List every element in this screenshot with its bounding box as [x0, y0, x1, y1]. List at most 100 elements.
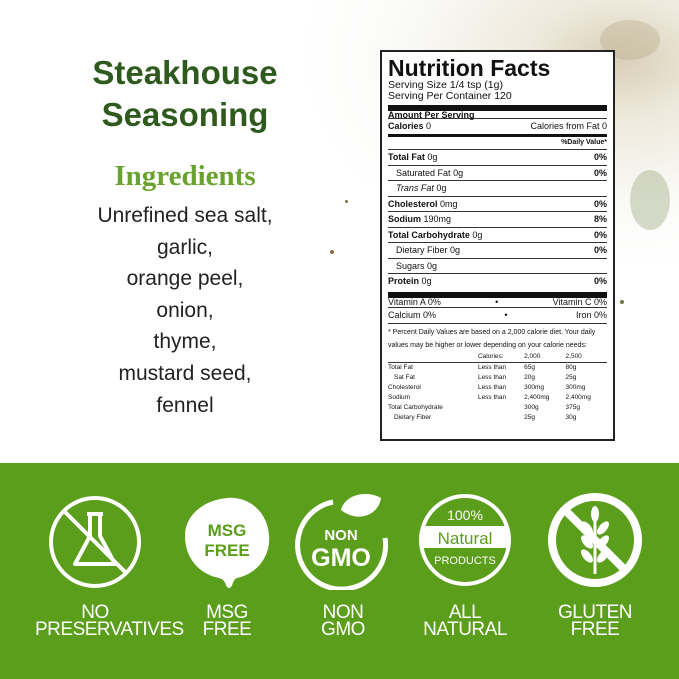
- vitamins-row: Vitamin A 0% • Vitamin C 0%: [388, 291, 607, 308]
- daily-values-cell: Less than: [477, 374, 507, 381]
- serving-size: Serving Size 1/4 tsp (1g): [388, 79, 503, 91]
- daily-values-table: Calories: 2,000 2,500 Total Fat Less than 65g…: [388, 351, 607, 423]
- ingredient-item: mustard seed,: [118, 361, 252, 385]
- daily-values-row: Dietary Fiber 25g 30g: [388, 413, 607, 423]
- nutrient-label: Trans Fat: [396, 183, 434, 194]
- amount-per-serving-row: Amount Per Serving: [388, 105, 607, 120]
- seal-text: FREE: [204, 541, 249, 560]
- ingredient-item: orange peel,: [126, 267, 244, 291]
- nutrient: Dietary Fiber 0g: [396, 245, 460, 255]
- seasoning-speck: [620, 300, 624, 304]
- badge-gluten-free: GLUTEN FREE: [535, 490, 655, 640]
- nutrient-amount: 0g: [421, 276, 432, 287]
- nutrient-label: Sodium: [388, 214, 421, 225]
- daily-values-cell: 2,400mg: [524, 394, 550, 401]
- badge-caption: ALL NATURAL: [405, 603, 525, 640]
- vitamin-a: Vitamin A 0%: [388, 297, 441, 308]
- nutrient-row: Total Fat 0g 0%: [388, 149, 607, 165]
- badge-caption-line: FREE: [570, 619, 620, 640]
- daily-values-cell: Dietary Fiber: [394, 414, 432, 421]
- ingredient-item: Unrefined sea salt,: [97, 204, 273, 227]
- badge-caption-line: NATURAL: [423, 619, 507, 640]
- servings-per-container: Serving Per Container 120: [388, 90, 512, 102]
- badge-caption-line: MSG: [206, 602, 248, 623]
- daily-values-cell: 300g: [524, 404, 539, 411]
- nutrient-row: Dietary Fiber 0g 0%: [388, 242, 607, 258]
- daily-values-cell: 65g: [524, 364, 535, 371]
- daily-values-cell: 300mg: [565, 384, 586, 391]
- nutrient-row: Sugars 0g: [388, 257, 607, 274]
- badge-caption: MSG FREE: [167, 602, 287, 640]
- ingredient-item: thyme,: [153, 330, 217, 354]
- calories-label: Calories: [388, 121, 424, 132]
- daily-values-cell: 2,500: [565, 351, 607, 363]
- badge-caption-line: GMO: [321, 619, 365, 640]
- badge-no-preservatives: NO PRESERVATIVES: [35, 490, 184, 640]
- daily-values-row: Sodium Less than 2,400mg 2,400mg: [388, 393, 607, 403]
- nutrient-row: Total Carbohydrate 0g 0%: [388, 226, 607, 243]
- daily-values-cell: Less than: [477, 394, 507, 401]
- calories: Calories 0: [388, 121, 431, 131]
- daily-values-cell: 20g: [524, 374, 535, 381]
- natural-products-icon: 100% Natural PRODUCTS: [419, 494, 511, 586]
- daily-values-row: Total Fat Less than 65g 80g: [388, 362, 607, 373]
- daily-values-cell: [478, 403, 524, 413]
- minerals-row: Calcium 0% • Iron 0%: [388, 307, 607, 323]
- badge-caption: GLUTEN FREE: [535, 602, 655, 640]
- daily-values-cell: Total Fat: [388, 364, 413, 371]
- nutrient-rows: Total Fat 0g 0% Saturated Fat 0g 0% Trans Fa…: [388, 149, 607, 289]
- nutrient: Total Carbohydrate 0g: [388, 230, 482, 240]
- nutrient-row: Saturated Fat 0g 0%: [388, 164, 607, 181]
- daily-values-cell: 25g: [565, 374, 577, 381]
- seal-text: 100%: [447, 507, 483, 523]
- nutrient: Sugars 0g: [396, 261, 437, 271]
- nutrient-amount: 0g: [436, 183, 447, 194]
- nutrient-label: Dietary Fiber: [396, 245, 448, 256]
- badge-caption-line: FREE: [202, 619, 252, 640]
- nutrient: Total Fat 0g: [388, 152, 437, 162]
- daily-values-cell: [388, 351, 478, 363]
- badge-msg-free: MSG FREE MSG FREE: [167, 490, 287, 640]
- nutrient-daily-value: 0%: [593, 276, 607, 287]
- ingredient-item: onion,: [156, 298, 214, 322]
- daily-values-cell: 2,400mg: [565, 394, 591, 401]
- daily-values-cell: 2,000: [524, 351, 566, 363]
- daily-values-table-body: Calories: 2,000 2,500 Total Fat Less than 65g…: [388, 351, 607, 423]
- nutrient-row: Sodium 190mg 8%: [388, 211, 607, 227]
- badge-caption-line: NO: [81, 602, 109, 623]
- badge-caption: NO PRESERVATIVES: [35, 602, 184, 640]
- badge-caption-line: PRESERVATIVES: [35, 619, 184, 640]
- nutrient-amount: 0g: [450, 245, 461, 256]
- nutrient: Sodium 190mg: [388, 214, 451, 224]
- vitamin-c: Vitamin C 0%: [552, 297, 607, 308]
- nutrient-daily-value: 0%: [593, 245, 607, 256]
- nutrient: Saturated Fat 0g: [396, 168, 463, 178]
- nutrient-label: Total Carbohydrate: [388, 229, 470, 240]
- daily-values-cell: Cholesterol: [388, 384, 421, 391]
- nutrient-amount: 0g: [427, 260, 438, 271]
- nutrition-title: Nutrition Facts: [388, 55, 551, 81]
- nutrient-amount: 190mg: [423, 214, 452, 225]
- calcium: Calcium 0%: [388, 310, 437, 321]
- nutrient: Protein 0g: [388, 276, 432, 286]
- msg-free-seal-icon: MSG FREE: [185, 497, 270, 588]
- daily-values-cell: [478, 413, 524, 423]
- nutrient-amount: 0g: [427, 152, 438, 163]
- daily-values-cell: Sodium: [388, 394, 411, 401]
- daily-values-row: Calories: 2,000 2,500: [388, 351, 607, 363]
- daily-values-cell: Sat Fat: [394, 374, 415, 381]
- nutrient-label: Cholesterol: [388, 198, 438, 209]
- ingredients-list: Unrefined sea salt, garlic, orange peel, on…: [60, 200, 310, 421]
- daily-values-cell: Less than: [477, 384, 507, 391]
- daily-values-cell: 375g: [565, 404, 580, 411]
- nutrient-amount: 0g: [453, 167, 464, 178]
- no-wheat-icon: [548, 493, 642, 587]
- badge-non-gmo: NON GMO NON GMO: [283, 490, 403, 640]
- bullet-separator: •: [504, 310, 508, 321]
- nutrient-amount: 0g: [472, 229, 483, 240]
- daily-values-cell: 30g: [565, 414, 577, 421]
- daily-values-row: Sat Fat Less than 20g 25g: [388, 373, 607, 383]
- footnote: * Percent Daily Values are based on a 2,…: [388, 322, 607, 352]
- nutrient-label: Total Fat: [388, 152, 425, 163]
- badge-caption-line: GLUTEN: [557, 602, 633, 623]
